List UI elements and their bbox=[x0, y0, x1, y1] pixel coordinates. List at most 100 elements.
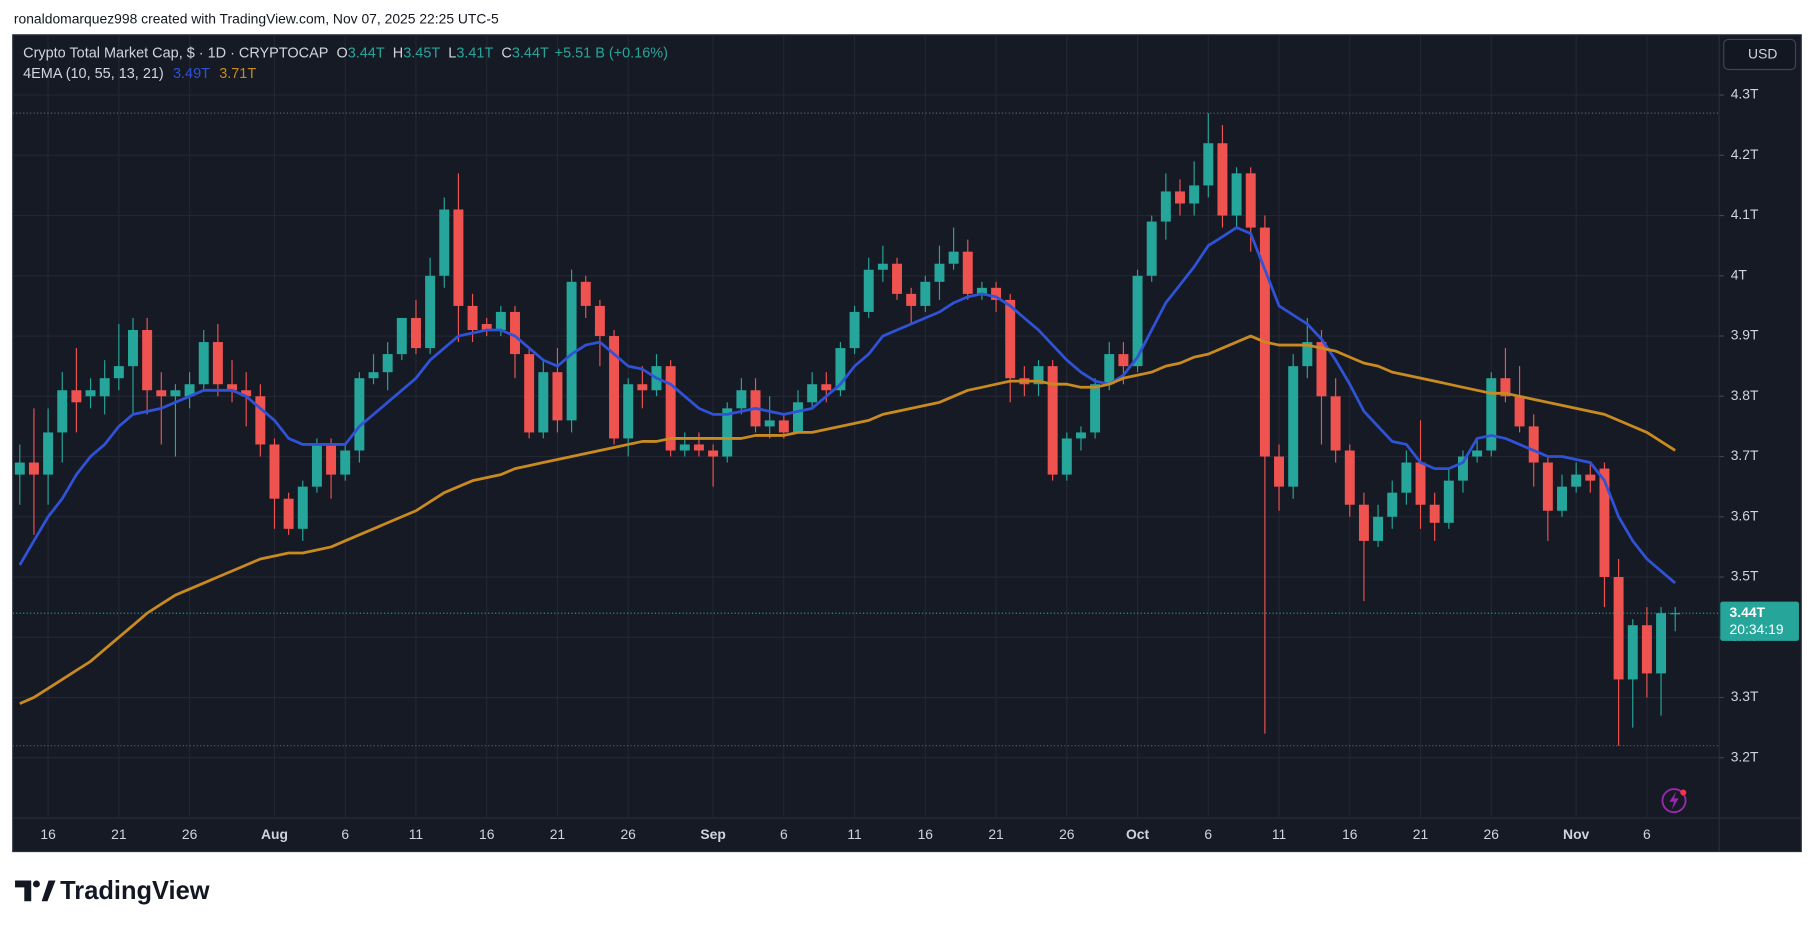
candle-body bbox=[1132, 275, 1143, 367]
y-tick-label: 3.5T bbox=[1731, 568, 1759, 584]
currency-button-box[interactable] bbox=[1723, 38, 1797, 71]
y-tick-label: 4T bbox=[1731, 266, 1748, 282]
x-tick-label: 16 bbox=[40, 826, 56, 842]
x-tick-label: 21 bbox=[111, 826, 127, 842]
candle-body bbox=[1245, 173, 1256, 228]
candle-body bbox=[708, 450, 719, 457]
candle-body bbox=[368, 372, 379, 379]
logo-mark bbox=[41, 880, 56, 902]
candle-body bbox=[184, 384, 195, 397]
candle-body bbox=[566, 281, 577, 421]
ohlc-value: 3.44T bbox=[512, 45, 549, 61]
candle-body bbox=[1047, 366, 1058, 475]
caption: ronaldomarquez998 created with TradingVi… bbox=[14, 10, 499, 26]
candle-body bbox=[594, 305, 605, 337]
candle-body bbox=[128, 330, 138, 367]
candle-body bbox=[269, 444, 280, 499]
icon-bolt[interactable] bbox=[1669, 791, 1679, 810]
candle-body bbox=[311, 444, 322, 487]
candle-body bbox=[410, 317, 421, 349]
candle-body bbox=[524, 354, 535, 433]
x-tick-label: 21 bbox=[1413, 826, 1429, 842]
last-price-box bbox=[1720, 601, 1799, 641]
x-tick-label: 6 bbox=[1204, 826, 1212, 842]
candle-body bbox=[453, 209, 464, 306]
candle-body bbox=[821, 384, 832, 391]
candle-body bbox=[439, 209, 450, 276]
candle-body bbox=[326, 444, 337, 475]
x-tick-label: Nov bbox=[1563, 826, 1589, 842]
candle-body bbox=[1288, 366, 1299, 487]
candle-body bbox=[425, 275, 436, 349]
ohlc-key: O bbox=[336, 45, 347, 61]
candle-body bbox=[764, 420, 775, 427]
logo-mark bbox=[15, 880, 32, 902]
candle-body bbox=[1203, 143, 1214, 186]
candle-body bbox=[1316, 342, 1327, 397]
icon-ring[interactable] bbox=[1661, 788, 1687, 814]
candle-body bbox=[1415, 462, 1426, 505]
candle-body bbox=[198, 342, 209, 385]
candle-body bbox=[1175, 191, 1185, 204]
candle-body bbox=[976, 287, 987, 294]
candle-body bbox=[1061, 438, 1072, 475]
candle-body bbox=[934, 263, 945, 282]
candle-body bbox=[1429, 504, 1440, 523]
ema-line bbox=[18, 226, 1677, 585]
y-tick-label: 3.2T bbox=[1731, 748, 1759, 764]
y-tick-label: 4.2T bbox=[1731, 146, 1759, 162]
logo-mark bbox=[32, 880, 40, 888]
candle-body bbox=[609, 336, 620, 439]
x-tick-label: 21 bbox=[550, 826, 566, 842]
x-tick-label: 6 bbox=[1643, 826, 1651, 842]
candle-body bbox=[1514, 396, 1525, 427]
candle-body bbox=[778, 420, 789, 433]
candle-body bbox=[807, 384, 818, 403]
candle-body bbox=[481, 323, 492, 331]
candle-body bbox=[241, 390, 252, 397]
candle-body bbox=[354, 378, 365, 451]
ohlc-key: C bbox=[501, 45, 511, 61]
y-tick-label: 3.9T bbox=[1731, 327, 1759, 343]
candle-body bbox=[255, 396, 266, 445]
candle-body bbox=[1274, 456, 1285, 487]
y-tick-label: 3.7T bbox=[1731, 447, 1759, 463]
candle-body bbox=[1557, 486, 1567, 511]
candle-body bbox=[1528, 426, 1539, 463]
candle-body bbox=[1613, 577, 1624, 680]
candle-body bbox=[1656, 613, 1667, 674]
y-tick-label: 3.3T bbox=[1731, 688, 1759, 704]
candle-body bbox=[580, 281, 591, 306]
candle-body bbox=[382, 354, 393, 373]
brand-logo: TradingView bbox=[15, 877, 210, 905]
indicator-value: 3.71T bbox=[219, 66, 256, 82]
x-tick-label: 11 bbox=[847, 826, 862, 842]
candle-body bbox=[1118, 354, 1129, 367]
x-tick-label: 16 bbox=[479, 826, 495, 842]
candle-body bbox=[1627, 625, 1638, 680]
candle-body bbox=[1500, 378, 1511, 397]
change-value: +5.51 B (+0.16%) bbox=[555, 45, 668, 61]
candle-body bbox=[1401, 462, 1412, 493]
y-tick-label: 4.3T bbox=[1731, 86, 1759, 102]
candle-body bbox=[1457, 456, 1468, 481]
candle-body bbox=[962, 251, 973, 294]
candle-body bbox=[156, 390, 167, 397]
candle-body bbox=[1160, 191, 1171, 222]
currency-button[interactable]: USD bbox=[1723, 38, 1797, 71]
candle-body bbox=[693, 444, 704, 451]
x-tick-label: Aug bbox=[261, 826, 288, 842]
icon-dot[interactable] bbox=[1680, 789, 1687, 796]
candle-body bbox=[1302, 342, 1313, 367]
symbol-name: Crypto Total Market Cap, $ · 1D · CRYPTO… bbox=[23, 45, 328, 61]
candle-body bbox=[877, 263, 888, 270]
candle-body bbox=[1344, 450, 1355, 505]
candle-body bbox=[170, 390, 181, 397]
candle-body bbox=[991, 287, 1002, 300]
axes: 3.2T3.3T3.4T3.5T3.6T3.7T3.8T3.9T4T4.1T4.… bbox=[40, 86, 1799, 842]
currency-label[interactable]: USD bbox=[1748, 46, 1777, 62]
candle-body bbox=[297, 486, 308, 529]
candle-body bbox=[1486, 378, 1497, 451]
candle-body bbox=[1585, 474, 1596, 481]
lightning-icon[interactable] bbox=[1661, 788, 1687, 814]
